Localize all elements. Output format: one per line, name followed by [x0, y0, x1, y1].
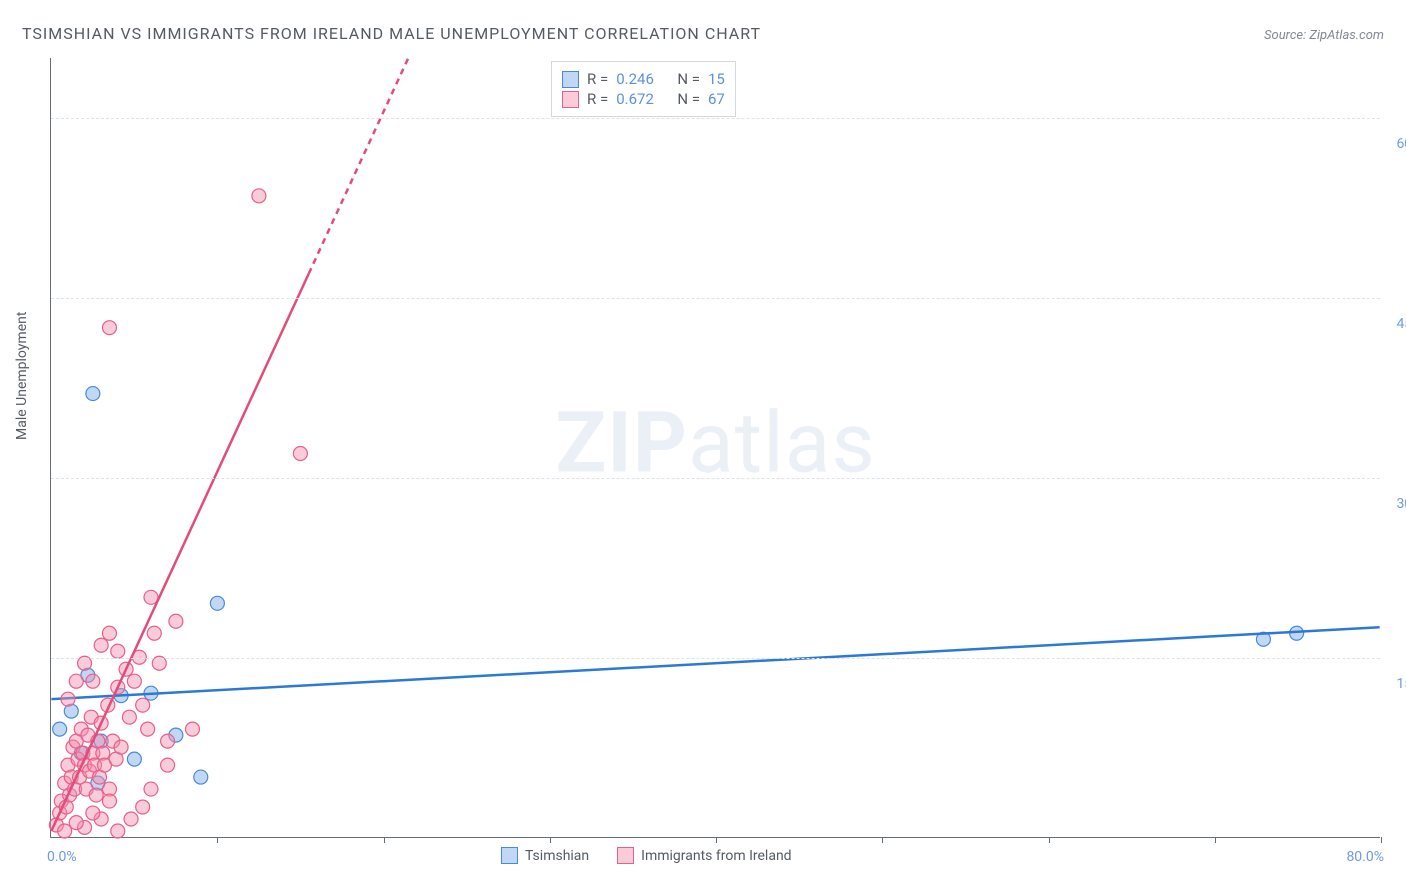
chart-source: Source: ZipAtlas.com [1264, 28, 1384, 43]
swatch-pink-icon [562, 91, 579, 108]
legend-item-ireland: Immigrants from Ireland [617, 847, 791, 864]
correlation-box: R = 0.246 N = 15 R = 0.672 N = 67 [551, 61, 736, 117]
gridline [51, 118, 1380, 119]
xtick [384, 837, 385, 843]
scatter-point-ireland [161, 734, 175, 748]
scatter-point-ireland [161, 758, 175, 772]
scatter-point-ireland [111, 824, 125, 838]
n-label: N = [677, 70, 700, 88]
plot-area: ZIPatlas R = 0.246 N = 15 R = 0.672 N = … [50, 58, 1380, 838]
gridline [51, 298, 1380, 299]
scatter-point-ireland [141, 722, 155, 736]
swatch-blue-icon [501, 847, 518, 864]
scatter-point-ireland [136, 800, 150, 814]
scatter-point-tsimshian [53, 722, 67, 736]
legend-label-ireland: Immigrants from Ireland [641, 848, 791, 864]
trend-line-ireland [51, 274, 308, 831]
xtick [1381, 837, 1382, 843]
scatter-point-ireland [114, 740, 128, 754]
r-label: R = [587, 90, 608, 108]
scatter-point-ireland [86, 806, 100, 820]
xtick [1049, 837, 1050, 843]
r-value-ireland: 0.672 [616, 90, 654, 108]
scatter-point-ireland [293, 447, 307, 461]
xtick [217, 837, 218, 843]
ytick-label: 60.0% [1384, 136, 1406, 152]
gridline [51, 658, 1380, 659]
x-axis-max-label: 80.0% [1346, 849, 1384, 865]
gridline [51, 478, 1380, 479]
trend-line-tsimshian [51, 627, 1379, 699]
scatter-point-tsimshian [194, 770, 208, 784]
scatter-point-ireland [111, 644, 125, 658]
scatter-point-ireland [102, 321, 116, 335]
scatter-point-ireland [58, 824, 72, 838]
scatter-point-tsimshian [210, 596, 224, 610]
x-axis-min-label: 0.0% [47, 849, 77, 865]
corr-row-tsimshian: R = 0.246 N = 15 [562, 70, 725, 88]
legend-bottom: Tsimshian Immigrants from Ireland [501, 847, 792, 864]
xtick [1215, 837, 1216, 843]
y-axis-label: Male Unemployment [14, 312, 30, 440]
scatter-point-tsimshian [86, 387, 100, 401]
n-label: N = [677, 90, 700, 108]
scatter-point-ireland [122, 710, 136, 724]
ytick-label: 30.0% [1384, 496, 1406, 512]
scatter-point-ireland [94, 638, 108, 652]
xtick [716, 837, 717, 843]
scatter-point-ireland [69, 674, 83, 688]
ytick-label: 15.0% [1384, 676, 1406, 692]
chart-title: TSIMSHIAN VS IMMIGRANTS FROM IRELAND MAL… [22, 24, 761, 43]
n-value-ireland: 67 [708, 90, 725, 108]
corr-row-ireland: R = 0.672 N = 67 [562, 90, 725, 108]
legend-item-tsimshian: Tsimshian [501, 847, 589, 864]
scatter-point-ireland [185, 722, 199, 736]
xtick [882, 837, 883, 843]
scatter-point-ireland [136, 698, 150, 712]
n-value-tsimshian: 15 [708, 70, 725, 88]
scatter-point-ireland [127, 674, 141, 688]
swatch-pink-icon [617, 847, 634, 864]
plot-svg [51, 58, 1380, 837]
legend-label-tsimshian: Tsimshian [525, 848, 589, 864]
scatter-point-ireland [61, 692, 75, 706]
scatter-point-ireland [169, 614, 183, 628]
swatch-blue-icon [562, 71, 579, 88]
scatter-point-ireland [252, 189, 266, 203]
scatter-point-ireland [147, 626, 161, 640]
xtick [550, 837, 551, 843]
scatter-point-tsimshian [127, 752, 141, 766]
scatter-point-ireland [86, 674, 100, 688]
ytick-label: 45.0% [1384, 316, 1406, 332]
trend-line-dashed-ireland [309, 58, 409, 274]
r-value-tsimshian: 0.246 [616, 70, 654, 88]
scatter-point-ireland [124, 812, 138, 826]
r-label: R = [587, 70, 608, 88]
scatter-point-ireland [102, 794, 116, 808]
scatter-point-ireland [89, 788, 103, 802]
scatter-point-ireland [144, 782, 158, 796]
scatter-point-ireland [102, 626, 116, 640]
